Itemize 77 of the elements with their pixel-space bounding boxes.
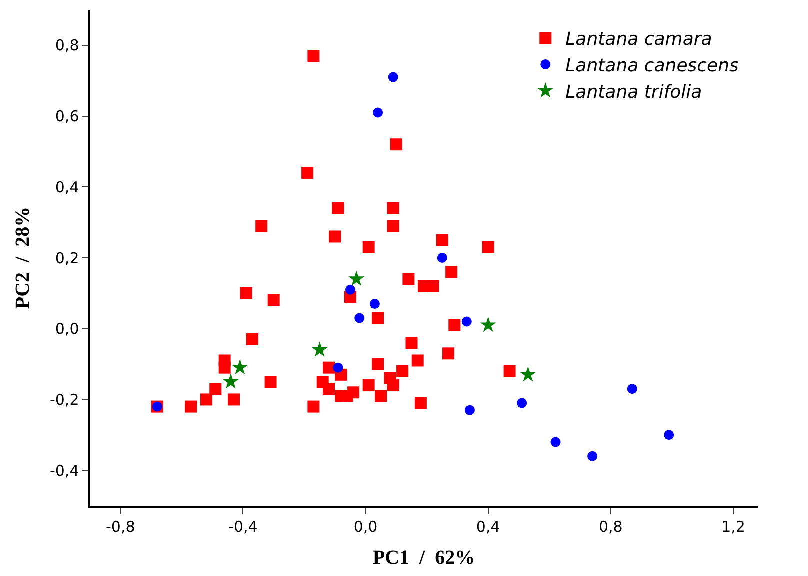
y-axis-title: PC2 / 28%: [12, 206, 34, 310]
point: [256, 220, 268, 232]
point: [436, 234, 448, 246]
point: [412, 354, 424, 367]
y-tick-label: -0,4: [50, 462, 80, 480]
point: [348, 386, 360, 399]
point: [464, 405, 475, 416]
legend-label: Lantana canescens: [566, 56, 739, 77]
point: [517, 398, 528, 408]
legend-label: Lantana camara: [566, 29, 712, 50]
x-tick-label: -0,8: [106, 518, 136, 536]
point: [312, 342, 328, 357]
point: [323, 362, 336, 374]
x-tick-label: -0,4: [228, 518, 258, 536]
point: [504, 365, 516, 378]
x-tick-label: 0,0: [354, 518, 378, 536]
point: [387, 220, 400, 232]
point: [362, 380, 375, 392]
y-tick-label: 0,4: [55, 178, 80, 196]
point: [406, 337, 418, 350]
point: [372, 358, 384, 370]
point: [370, 299, 380, 310]
point: [333, 362, 344, 373]
point: [442, 348, 455, 360]
point: [308, 50, 320, 62]
legend-label: Lantana trifolia: [566, 82, 702, 103]
point: [387, 202, 400, 214]
point: [372, 312, 384, 324]
point: [345, 284, 356, 295]
point: [354, 313, 365, 324]
point: [427, 280, 440, 292]
y-tick-label: 0,6: [55, 108, 80, 126]
point: [664, 430, 674, 440]
point: [222, 374, 239, 389]
y-tick-label: 0,8: [55, 36, 80, 55]
point: [414, 397, 427, 410]
point: [240, 287, 252, 300]
point: [550, 437, 561, 448]
point: [264, 376, 277, 388]
y-tick-label: 0,2: [55, 249, 80, 268]
point: [218, 362, 231, 374]
point: [246, 333, 258, 346]
y-tick-label: 0,0: [55, 320, 80, 338]
x-tick-label: 1,2: [722, 518, 746, 536]
point: [362, 241, 375, 254]
point: [437, 253, 448, 263]
point: [402, 273, 415, 286]
point: [588, 451, 598, 462]
point: [308, 400, 320, 413]
y-tick-label: -0,2: [50, 390, 80, 409]
point: [373, 108, 384, 118]
point: [185, 400, 198, 413]
point: [375, 390, 388, 402]
point: [448, 319, 461, 332]
point: [388, 72, 398, 82]
point: [480, 316, 496, 332]
point: [210, 383, 222, 396]
point: [627, 384, 638, 394]
point: [387, 380, 400, 392]
point: [232, 359, 248, 375]
x-axis-title: PC1 / 62%: [372, 546, 476, 569]
point: [329, 230, 342, 243]
point: [482, 241, 494, 254]
point: [323, 383, 336, 396]
point: [396, 365, 409, 378]
point: [302, 166, 314, 179]
x-tick-label: 0,8: [598, 518, 623, 536]
point: [348, 270, 365, 286]
point: [228, 394, 240, 406]
point: [268, 294, 280, 307]
point: [520, 366, 536, 382]
point: [446, 266, 458, 278]
point: [332, 202, 344, 214]
point: [390, 138, 402, 151]
x-tick-label: 0,4: [476, 518, 500, 536]
point: [462, 316, 472, 327]
point: [200, 394, 212, 406]
